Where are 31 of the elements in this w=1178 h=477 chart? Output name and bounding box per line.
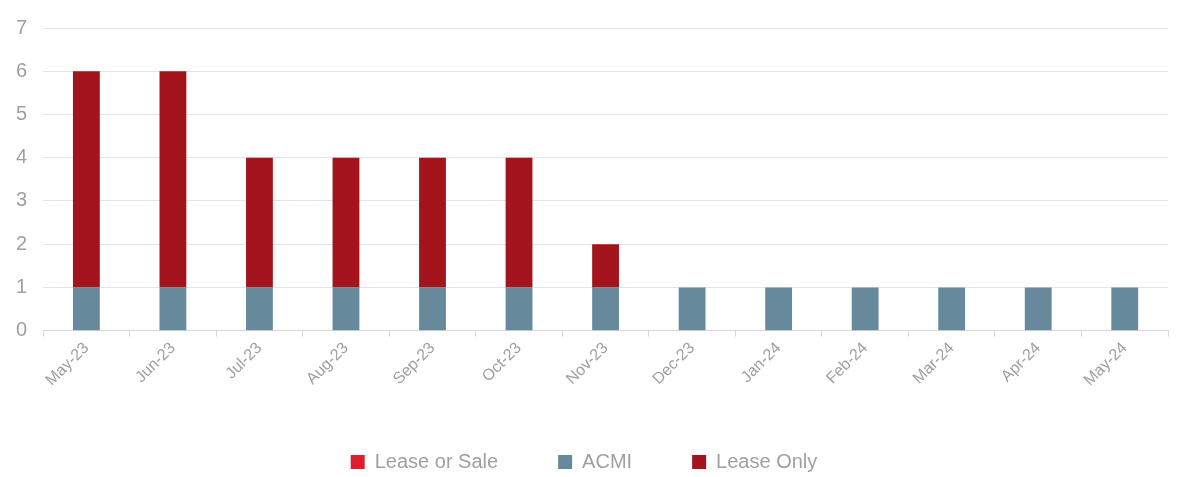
bar — [419, 287, 446, 331]
bar — [246, 287, 273, 331]
bar — [159, 287, 187, 331]
bar — [505, 157, 533, 288]
legend-label: ACMI — [582, 449, 633, 472]
y-tick-label: 2 — [16, 231, 28, 254]
y-tick-label: 1 — [16, 274, 28, 297]
bar — [419, 157, 446, 288]
bar — [72, 287, 100, 331]
legend-label: Lease Only — [716, 449, 818, 472]
y-tick-label: 7 — [16, 15, 28, 38]
bar — [592, 287, 619, 331]
bar — [332, 157, 360, 288]
bar — [1024, 287, 1052, 331]
y-tick-label: 3 — [16, 188, 28, 211]
bar — [851, 287, 879, 331]
y-tick-label: 4 — [16, 145, 28, 168]
y-tick-label: 5 — [16, 102, 28, 124]
bar — [765, 287, 793, 331]
legend-label: Lease or Sale — [374, 449, 499, 472]
bar — [246, 157, 273, 288]
bar — [592, 244, 619, 288]
bar — [159, 71, 187, 288]
bar — [505, 287, 533, 331]
y-tick-label: 6 — [16, 58, 28, 81]
bar — [72, 71, 100, 288]
bar — [332, 287, 360, 331]
y-tick-label: 0 — [16, 318, 28, 341]
bar — [1111, 287, 1139, 331]
bar — [678, 287, 706, 331]
bar — [938, 287, 966, 331]
